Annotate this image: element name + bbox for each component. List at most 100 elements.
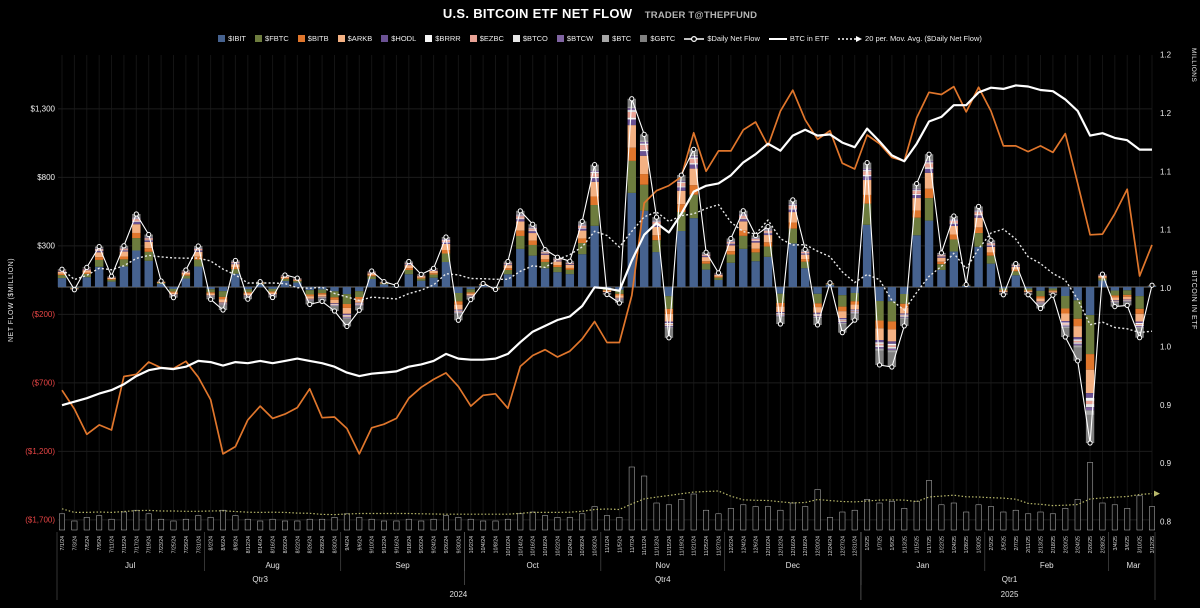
- bar-segment-fbtc: [355, 291, 364, 298]
- date-label: 1/15/25: [915, 536, 921, 553]
- net-flow-marker: [455, 317, 461, 323]
- bar-segment-bitb: [862, 194, 872, 204]
- bar-segment-ezbc: [974, 212, 983, 215]
- bar-segment-btco: [627, 110, 636, 112]
- legend-item--fbtc: $FBTC: [255, 34, 289, 43]
- bar-segment-hodl: [949, 223, 959, 226]
- bar-segment-fbtc: [900, 294, 909, 304]
- bar-segment-gbtc: [1085, 414, 1095, 444]
- bar-segment-btc: [974, 209, 983, 211]
- net-flow-marker: [1025, 292, 1031, 298]
- bar-segment-fbtc: [429, 274, 438, 278]
- bar-segment-arkb: [528, 233, 537, 241]
- bar-segment-btcw: [887, 348, 897, 351]
- date-label: 10/22/24: [555, 536, 561, 556]
- date-label: 11/1/24: [605, 536, 611, 553]
- bar-segment-ezbc: [1061, 323, 1070, 325]
- bar-segment-btco: [590, 171, 599, 174]
- bar-segment-ibit: [875, 287, 884, 302]
- bar-segment-fbtc: [194, 259, 203, 267]
- volume-bar: [1000, 511, 1007, 531]
- bar-segment-gbtc: [1061, 328, 1070, 338]
- bar-segment-arkb: [553, 261, 562, 266]
- bar-segment-ibit: [974, 246, 983, 287]
- net-flow-marker: [963, 281, 969, 288]
- bar-segment-hodl: [763, 233, 773, 236]
- bar-segment-bitb: [1073, 318, 1082, 327]
- bar-segment-bitb: [578, 238, 587, 244]
- date-label: 7/5/24: [85, 536, 91, 551]
- bar-segment-fbtc: [280, 278, 290, 281]
- bar-segment-ezbc: [342, 315, 352, 317]
- date-label: 10/4/24: [481, 536, 487, 553]
- date-label: 7/11/24: [110, 536, 116, 553]
- bar-segment-fbtc: [1135, 296, 1144, 309]
- bar-segment-btc: [900, 317, 909, 319]
- right-tick-label: 1.2: [1160, 109, 1172, 118]
- net-flow-marker: [876, 362, 883, 368]
- bar-segment-brrr: [441, 241, 451, 243]
- bar-segment-ibit: [516, 248, 525, 287]
- bar-segment-btco: [949, 220, 959, 222]
- bar-segment-ezbc: [1085, 400, 1095, 405]
- date-label: 2/3/25: [989, 536, 995, 551]
- bar-segment-ibit: [924, 220, 934, 287]
- bar-segment-btc: [528, 226, 537, 228]
- volume-bar: [306, 518, 313, 531]
- volume-bar: [913, 500, 920, 531]
- bar-segment-fbtc: [1048, 288, 1058, 291]
- bar-segment-arkb: [144, 241, 153, 249]
- volume-bar: [653, 502, 660, 531]
- net-flow-marker: [294, 275, 300, 281]
- bar-segment-arkb: [1061, 313, 1070, 322]
- legend-label: $BTCO: [522, 34, 548, 43]
- bar-segment-hodl: [788, 209, 797, 213]
- bar-segment-ibit: [1023, 287, 1033, 289]
- bar-segment-ezbc: [590, 173, 599, 177]
- bar-segment-fbtc: [986, 255, 996, 264]
- bar-segment-ezbc: [912, 190, 921, 194]
- date-label: 8/30/24: [333, 536, 339, 553]
- bar-segment-fbtc: [639, 184, 649, 211]
- bar-segment-bitb: [949, 234, 959, 240]
- bar-segment-btcw: [342, 317, 352, 319]
- bar-segment-ibit: [144, 260, 153, 287]
- bar-segment-bitb: [900, 303, 909, 308]
- bar-segment-hodl: [739, 219, 748, 222]
- bar-segment-hodl: [305, 298, 314, 300]
- bar-segment-fbtc: [119, 259, 129, 267]
- volume-bar: [430, 518, 437, 531]
- bar-segment-bitb: [1110, 295, 1120, 298]
- bar-segment-btcw: [1085, 407, 1095, 411]
- bar-segment-bitb: [1011, 269, 1020, 272]
- bar-segment-bitb: [1048, 290, 1058, 292]
- volume-bar: [393, 520, 400, 531]
- bar-segment-fbtc: [367, 276, 376, 279]
- bar-segment-btcw: [516, 214, 525, 216]
- bar-segment-btco: [838, 321, 847, 323]
- btc-in-etf-line: [61, 84, 1152, 407]
- bar-segment-ibit: [540, 268, 550, 287]
- net-flow-marker: [344, 323, 350, 330]
- bar-segment-btc: [1110, 302, 1120, 304]
- bar-segment-ezbc: [701, 254, 711, 256]
- bar-segment-brrr: [677, 186, 686, 188]
- bar-segment-bitb: [714, 276, 723, 278]
- bar-segment-bitb: [293, 280, 302, 282]
- date-label: 11/11/24: [642, 536, 648, 556]
- bar-segment-brrr: [578, 227, 587, 229]
- bar-segment-bitb: [119, 256, 129, 260]
- bar-segment-brrr: [751, 240, 760, 242]
- bar-segment-arkb: [590, 181, 599, 197]
- net-flow-marker: [133, 211, 139, 217]
- volume-bar: [678, 499, 685, 531]
- bar-segment-ibit: [342, 287, 352, 295]
- bar-segment-btco: [689, 157, 698, 159]
- bar-segment-brrr: [912, 193, 921, 195]
- volume-bar: [802, 506, 809, 531]
- left-tick-label: $300: [37, 241, 55, 250]
- date-label: 12/31/24: [853, 536, 859, 556]
- bar-segment-ibit: [355, 287, 364, 292]
- net-flow-marker: [653, 214, 660, 220]
- legend-swatch-icon: [337, 35, 345, 42]
